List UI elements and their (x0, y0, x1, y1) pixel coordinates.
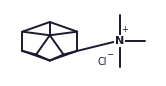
Text: −: − (107, 50, 114, 59)
Text: +: + (122, 25, 128, 34)
Text: N: N (115, 36, 124, 46)
Text: Cl: Cl (97, 57, 107, 67)
